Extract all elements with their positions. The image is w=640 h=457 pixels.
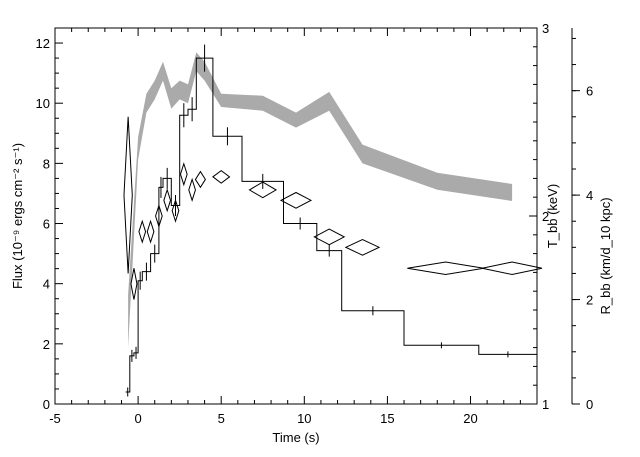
x-tick-label: -5 — [49, 411, 61, 426]
flux-tick-label: 2 — [43, 337, 50, 352]
radius-diamond — [407, 261, 484, 275]
flux-tick-label: 4 — [43, 277, 50, 292]
radius-diamond — [163, 188, 172, 213]
temp-tick-label: 2 — [542, 209, 549, 224]
y-axis-label-flux: Flux (10⁻⁹ ergs cm⁻² s⁻¹) — [10, 143, 25, 289]
temp-tick-label: 3 — [542, 21, 549, 36]
temperature-band-layer — [128, 52, 513, 348]
radius-diamond — [179, 162, 188, 187]
radius-diamond — [279, 191, 313, 209]
radius-diamond — [248, 181, 278, 199]
plot-frame — [54, 27, 538, 405]
radius-diamond — [123, 116, 133, 274]
flux-tick-label: 12 — [36, 36, 50, 51]
x-tick-label: 0 — [134, 411, 141, 426]
flux-tick-label: 0 — [43, 397, 50, 412]
x-axis-label: Time (s) — [272, 430, 319, 445]
radius-diamond — [313, 228, 346, 246]
radius-diamond — [130, 268, 138, 300]
radius-tick-label: 0 — [586, 397, 593, 412]
radius-tick-label: 6 — [586, 84, 593, 99]
radius-diamond — [482, 261, 543, 275]
radius-diamond — [138, 219, 147, 244]
radius-diamond — [155, 203, 163, 229]
flux-tick-label: 10 — [36, 96, 50, 111]
radius-diamond — [146, 219, 155, 244]
radius-diamond — [188, 177, 196, 202]
x-tick-label: 5 — [218, 411, 225, 426]
radius-diamond — [194, 170, 207, 189]
radius-tick-label: 4 — [586, 188, 593, 203]
radius-tick-label: 2 — [586, 293, 593, 308]
radius-diamond — [344, 238, 381, 256]
temp-tick-label: 1 — [542, 397, 549, 412]
x-tick-label: 10 — [297, 411, 311, 426]
x-tick-label: 15 — [380, 411, 394, 426]
radius-diamond — [171, 198, 180, 223]
y-axis-label-temperature: T_bb (keV) — [545, 184, 560, 248]
radius-diamond-layer — [123, 116, 543, 300]
temperature-band — [128, 52, 513, 348]
flux-tick-label: 8 — [43, 156, 50, 171]
radius-diamond — [212, 169, 231, 184]
flux-tick-label: 6 — [43, 217, 50, 232]
flux-histogram-layer — [125, 44, 537, 397]
x-tick-label: 20 — [463, 411, 477, 426]
y-axis-label-radius: R_bb (km/d_10 kpc) — [598, 197, 613, 314]
